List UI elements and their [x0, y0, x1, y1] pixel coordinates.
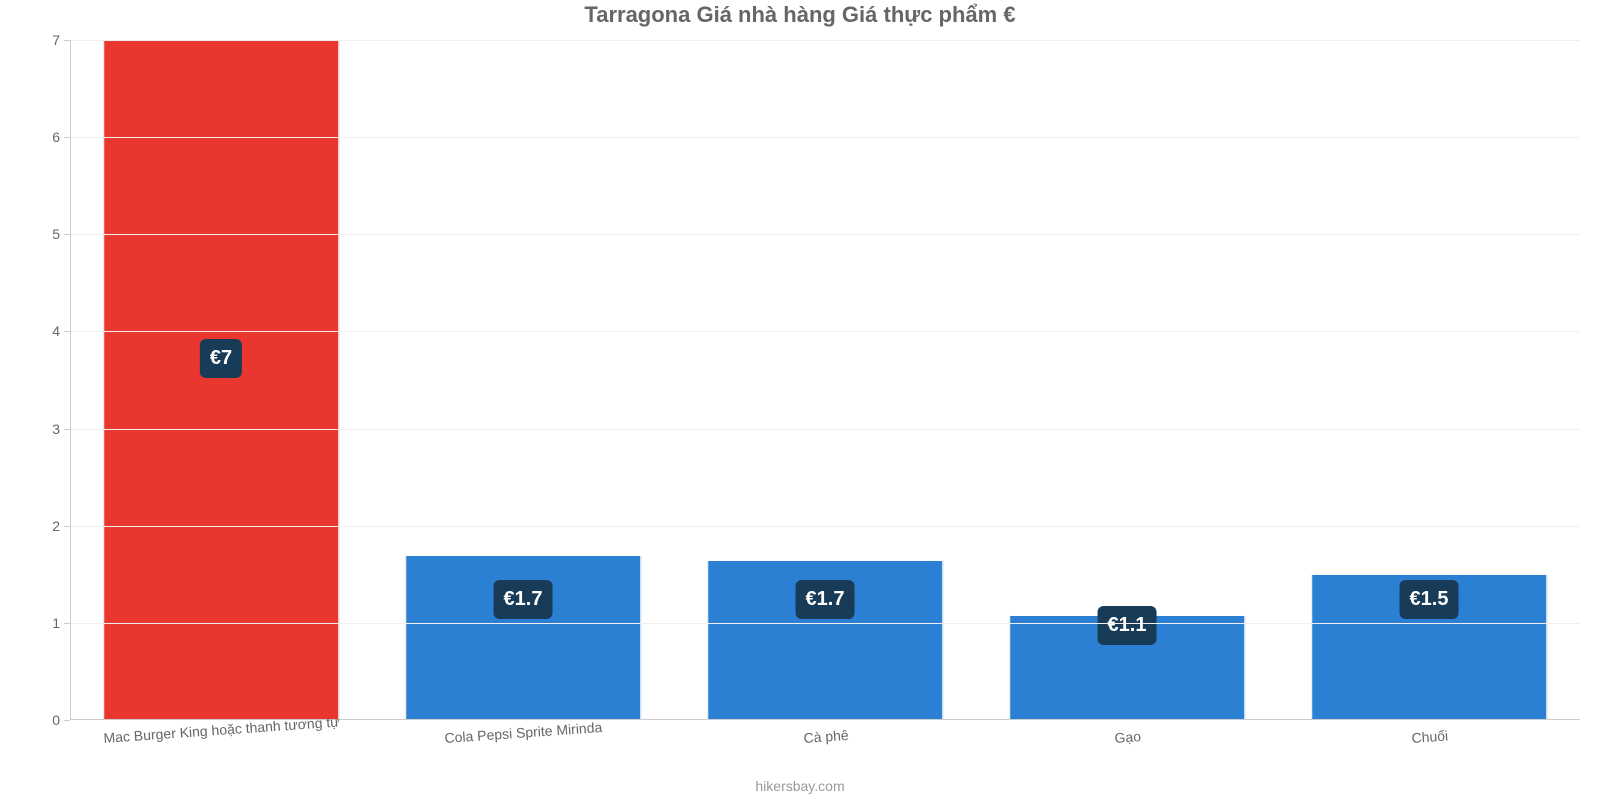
bar-value-label: €1.7 [494, 580, 553, 619]
gridline [70, 429, 1580, 430]
y-tick-label: 4 [52, 323, 60, 339]
x-tick-label: Cola Pepsi Sprite Mirinda [444, 719, 603, 746]
plot-area: €7 €1.7 €1.7 €1.1 €1.5 [70, 40, 1580, 720]
gridline [70, 137, 1580, 138]
bar-slot: €1.1 [976, 40, 1278, 720]
bar-slot: €1.7 [674, 40, 976, 720]
gridline [70, 331, 1580, 332]
y-tick-label: 7 [52, 32, 60, 48]
price-bar-chart: Tarragona Giá nhà hàng Giá thực phẩm € €… [0, 0, 1600, 800]
y-tick-mark [64, 40, 70, 41]
y-tick-mark [64, 331, 70, 332]
bar [103, 40, 339, 720]
bars-container: €7 €1.7 €1.7 €1.1 €1.5 [70, 40, 1580, 720]
y-tick-mark [64, 720, 70, 721]
y-tick-label: 5 [52, 226, 60, 242]
bar-value-label: €7 [200, 339, 242, 378]
y-tick-label: 1 [52, 615, 60, 631]
x-tick-label: Chuối [1411, 727, 1449, 746]
y-tick-mark [64, 429, 70, 430]
y-tick-label: 0 [52, 712, 60, 728]
chart-caption: hikersbay.com [0, 778, 1600, 794]
y-tick-mark [64, 526, 70, 527]
bar-value-label: €1.1 [1098, 606, 1157, 645]
gridline [70, 234, 1580, 235]
chart-title: Tarragona Giá nhà hàng Giá thực phẩm € [0, 2, 1600, 28]
x-tick-label: Gạo [1114, 728, 1142, 746]
y-tick-mark [64, 623, 70, 624]
y-tick-label: 2 [52, 518, 60, 534]
y-tick-mark [64, 234, 70, 235]
gridline [70, 526, 1580, 527]
x-tick-label: Cà phê [803, 727, 849, 746]
bar-value-label: €1.7 [796, 580, 855, 619]
bar-slot: €1.5 [1278, 40, 1580, 720]
bar-value-label: €1.5 [1400, 580, 1459, 619]
bar-slot: €1.7 [372, 40, 674, 720]
y-tick-label: 6 [52, 129, 60, 145]
bar-slot: €7 [70, 40, 372, 720]
y-tick-mark [64, 137, 70, 138]
gridline [70, 623, 1580, 624]
gridline [70, 40, 1580, 41]
y-axis-line [70, 40, 71, 720]
y-tick-label: 3 [52, 421, 60, 437]
